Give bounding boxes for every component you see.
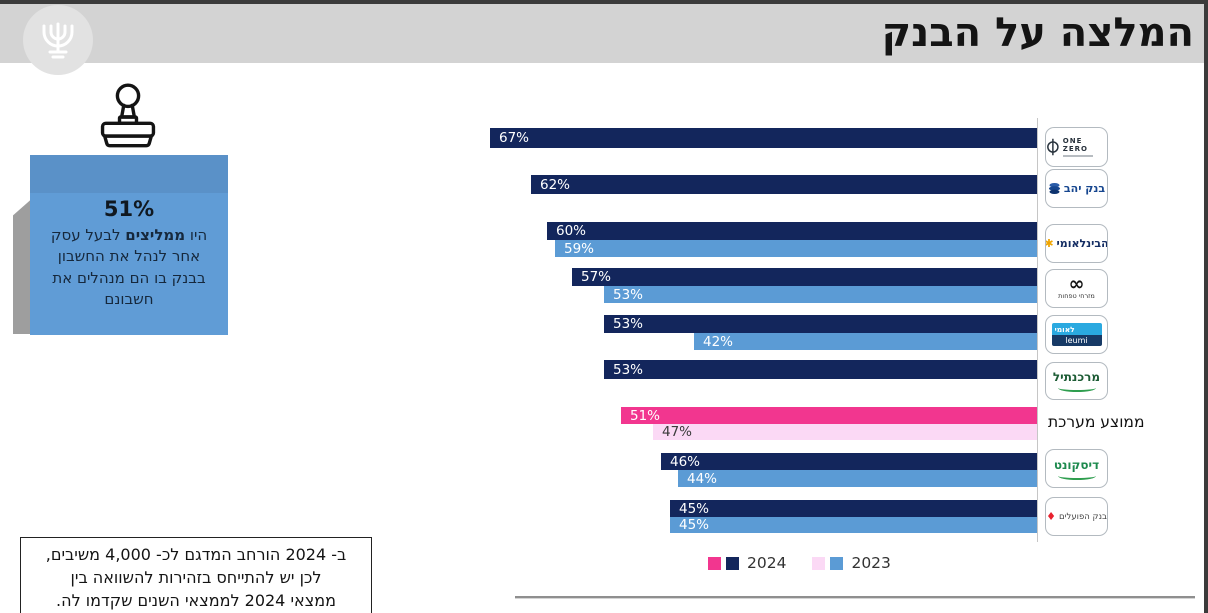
bar-value-label: 67%: [499, 130, 530, 146]
legend-swatch: [708, 556, 721, 570]
legend-year-label: 2024: [747, 554, 787, 572]
bar-value-label: 47%: [662, 424, 693, 440]
bar-2023: 45%: [670, 517, 1037, 533]
leumi-bank-name-english: leumi: [1051, 335, 1102, 346]
bar-2024: 51%: [621, 407, 1037, 424]
onezero-bank-logo: ONE ZERO: [1045, 127, 1108, 167]
bar-value-label: 45%: [679, 517, 710, 533]
title-band: [0, 0, 1208, 63]
bar-value-label: 57%: [581, 269, 612, 285]
window-edge-top: [0, 0, 1208, 4]
page-title: המלצה על הבנק: [881, 10, 1194, 56]
legend-swatch: [830, 556, 844, 570]
bar-2023: 42%: [694, 333, 1037, 350]
discount-bank-logo: דיסקונט: [1045, 449, 1108, 488]
onezero-circle-icon: [1047, 138, 1059, 156]
bar-2023: 59%: [555, 240, 1037, 257]
hapoalim-diamond-icon: ♦: [1046, 510, 1056, 523]
beinleumi-bank-name: הבינלאומי: [1056, 237, 1108, 250]
bar-2024: 53%: [604, 360, 1037, 379]
bar-value-label: 53%: [613, 361, 644, 378]
leumi-bank-name-hebrew: לאומי: [1051, 323, 1102, 335]
mizrahi-bank-name: מזרחי טפחות: [1058, 292, 1095, 301]
footnote-box: ב- 2024 הורחב המדגם לכ- 4,000 משיבים, לכ…: [20, 537, 372, 613]
legend-item: 2023: [812, 554, 891, 572]
mercantile-bank-logo: מרכנתיל: [1045, 362, 1108, 400]
discount-bank-name: דיסקונט: [1053, 457, 1100, 472]
system-average-label: ממוצע מערכת: [1048, 413, 1145, 431]
bar-value-label: 51%: [630, 407, 661, 424]
bar-value-label: 53%: [613, 286, 644, 303]
bar-value-label: 46%: [670, 453, 701, 470]
legend-swatch: [812, 556, 826, 570]
chart-legend: 2024 2023: [708, 554, 891, 572]
footnote-line: ממצאי 2024 לממצאי השנים שקדמו לה.: [56, 591, 336, 611]
beinleumi-bank-logo: ✱ הבינלאומי: [1045, 224, 1108, 263]
footnote-line: ב- 2024 הורחב המדגם לכ- 4,000 משיבים,: [45, 545, 347, 564]
bar-2024: 57%: [572, 268, 1037, 286]
bar-value-label: 62%: [540, 176, 571, 193]
bar-2023: 44%: [678, 470, 1037, 487]
stamp-icon: [100, 83, 156, 148]
footer-divider: [515, 596, 1195, 599]
bar-2024: 67%: [490, 128, 1037, 148]
leumi-bank-logo: לאומי leumi: [1045, 315, 1108, 354]
mizrahi-infinity-icon: ∞: [1068, 272, 1085, 295]
discount-arc-icon: [1057, 472, 1096, 480]
bar-value-label: 44%: [687, 470, 718, 487]
hapoalim-bank-name: בנק הפועלים: [1058, 511, 1107, 522]
bar-value-label: 59%: [564, 240, 595, 257]
mercantile-arc-icon: [1057, 384, 1096, 392]
yahav-bank-logo: בנק יהב: [1045, 169, 1108, 208]
window-edge-right: [1204, 0, 1208, 613]
bar-value-label: 60%: [556, 223, 587, 239]
legend-year-label: 2023: [851, 554, 891, 572]
onezero-subtitle-bar: [1062, 155, 1093, 157]
bar-2024: 45%: [670, 500, 1037, 517]
yahav-bank-name: בנק יהב: [1063, 182, 1106, 195]
legend-item: 2024: [708, 554, 786, 572]
sticky-note: 51% היו ממליצים לבעל עסק אחר לנהל את החש…: [30, 155, 228, 335]
bar-2023: 53%: [604, 286, 1037, 303]
bank-of-israel-logo-icon: [23, 5, 93, 75]
bar-2024: 53%: [604, 315, 1037, 333]
bar-value-label: 45%: [679, 500, 710, 517]
sticky-note-headline: 51%: [103, 197, 155, 221]
mercantile-bank-name: מרכנתיל: [1052, 370, 1101, 384]
sticky-note-text: היו ממליצים לבעל עסק אחר לנהל את החשבון …: [50, 226, 208, 308]
bar-2024: 62%: [531, 175, 1037, 194]
bar-2023: 47%: [653, 424, 1037, 440]
bar-2024: 46%: [661, 453, 1037, 470]
hapoalim-bank-logo: ♦ בנק הפועלים: [1045, 497, 1108, 536]
bar-2024: 60%: [547, 222, 1037, 240]
chart-baseline: [1037, 118, 1038, 542]
bar-value-label: 53%: [613, 316, 644, 332]
beinleumi-asterisk-icon: ✱: [1045, 237, 1054, 250]
legend-swatch: [726, 556, 739, 570]
sticky-note-header: [30, 155, 228, 193]
onezero-bank-name: ONE ZERO: [1062, 137, 1088, 153]
mizrahi-tefahot-bank-logo: ∞ מזרחי טפחות: [1045, 269, 1108, 308]
footnote-line: לכן יש להתייחס בזהירות להשוואה בין: [70, 568, 322, 588]
bar-value-label: 42%: [703, 333, 734, 350]
yahav-globe-icon: [1048, 183, 1061, 194]
sticky-note-shadow: [13, 196, 35, 334]
